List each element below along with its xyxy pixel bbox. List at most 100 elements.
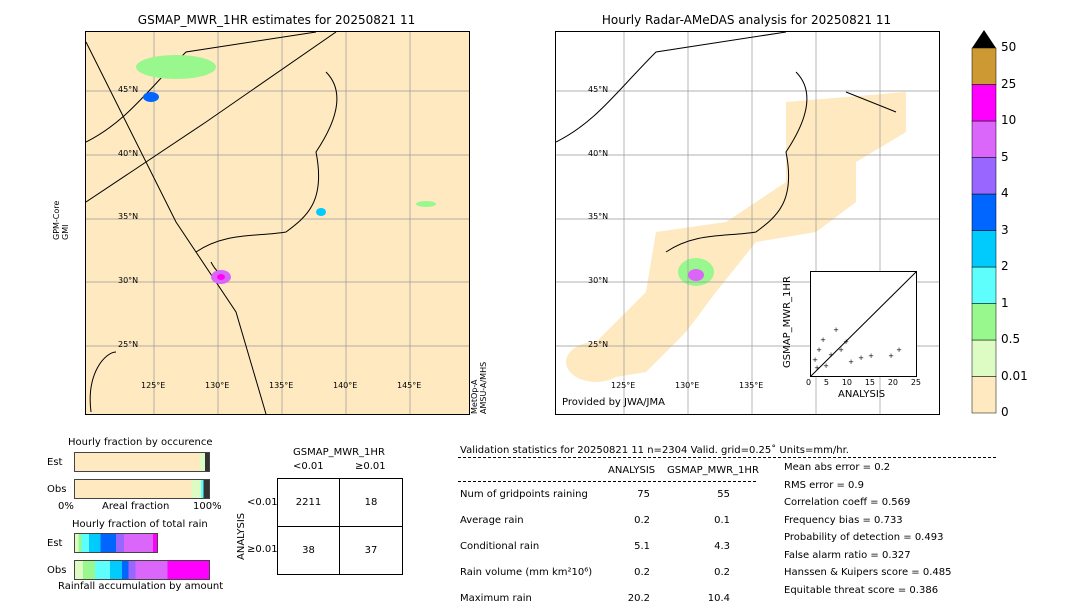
col-gsmap: GSMAP_MWR_1HR — [667, 465, 759, 476]
score-line: Mean abs error = 0.2 — [784, 462, 891, 473]
stat-gsmap: 0.1 — [714, 515, 730, 526]
cell: 37 — [364, 544, 378, 556]
cont-col-2: ≥0.01 — [355, 461, 386, 472]
left-lat-30: 30°N — [118, 276, 139, 285]
svg-text:+: + — [888, 352, 894, 360]
stat-label: Rain volume (mm km²10⁶) — [460, 567, 593, 578]
sensor-line: AMSU-A/MHS — [479, 361, 488, 414]
right-lat-35: 35°N — [588, 212, 609, 221]
tick: 15 — [864, 378, 875, 387]
left-lat-45: 45°N — [118, 85, 139, 94]
svg-text:+: + — [812, 356, 818, 364]
colorbar-extend-arrow — [972, 30, 996, 48]
stat-gsmap: 10.4 — [707, 593, 730, 604]
scatter-points: ++++++ + + +++ +++ — [810, 271, 917, 377]
data-credit: Provided by JWA/JMA — [562, 397, 665, 408]
colorbar-label: 25 — [1001, 76, 1017, 91]
right-lat-40: 40°N — [588, 149, 609, 158]
right-lon-135: 135°E — [739, 381, 764, 390]
tick: 5 — [823, 378, 829, 387]
colorbar-swatch — [971, 120, 997, 158]
inset-x-ticks: 0 5 10 15 20 25 — [806, 378, 921, 387]
svg-text:+: + — [858, 354, 864, 362]
svg-text:+: + — [868, 352, 874, 360]
right-lon-125: 125°E — [611, 381, 636, 390]
occ-est-bar — [74, 452, 210, 472]
colorbar-swatch — [971, 339, 997, 377]
right-map-title: Hourly Radar-AMeDAS analysis for 2025082… — [601, 13, 892, 27]
left-map — [85, 31, 470, 415]
score-line: RMS error = 0.9 — [784, 479, 864, 491]
svg-text:+: + — [838, 346, 844, 354]
svg-text:+: + — [814, 364, 820, 372]
tr-obs-bar — [74, 560, 210, 580]
tick: 25 — [910, 378, 921, 387]
occ-x-right: 100% — [193, 501, 222, 512]
divider — [458, 457, 996, 458]
colorbar-label: 3 — [1001, 222, 1009, 237]
stat-label: Average rain — [460, 515, 524, 526]
right-lat-25: 25°N — [588, 340, 609, 349]
inset-ylabel: GSMAP_MWR_1HR — [782, 276, 793, 368]
colorbar-label: 50 — [1001, 40, 1017, 54]
left-sensor-label: GPM-Core GMI — [52, 201, 70, 240]
colorbar-swatch — [971, 157, 997, 195]
right-sensor-label: MetOp-A AMSU-A/MHS — [470, 362, 488, 414]
stat-gsmap: 55 — [717, 489, 730, 500]
stat-gsmap: 4.3 — [714, 541, 730, 552]
left-lon-140: 140°E — [333, 381, 358, 390]
cont-row-1: <0.01 — [247, 497, 278, 508]
occurrence-title: Hourly fraction by occurence — [68, 437, 213, 448]
colorbar-swatch — [971, 47, 997, 85]
inset-scatter: + + + + + + + + + + + + + + — [810, 271, 917, 377]
stat-label: Conditional rain — [460, 541, 540, 552]
cell: 38 — [278, 526, 340, 574]
cont-row-2: ≥0.01 — [247, 544, 278, 555]
left-lat-40: 40°N — [118, 149, 139, 158]
tick: 10 — [841, 378, 852, 387]
colorbar-label: 0 — [1001, 405, 1009, 419]
score-line: Probability of detection = 0.493 — [784, 532, 944, 543]
right-lon-130: 130°E — [675, 381, 700, 390]
occ-x-label: Areal fraction — [102, 501, 170, 512]
right-map-features — [556, 32, 939, 414]
total-rain-title: Hourly fraction of total rain — [72, 519, 208, 530]
colorbar-label: 2 — [1001, 259, 1009, 273]
colorbar-swatch — [971, 193, 997, 231]
left-map-title: GSMAP_MWR_1HR estimates for 20250821 11 — [137, 13, 416, 27]
cell: 2211 — [278, 479, 340, 527]
left-lat-35: 35°N — [118, 212, 139, 221]
left-map-features — [86, 32, 469, 414]
stat-analysis: 75 — [637, 489, 650, 500]
cont-row-title: ANALYSIS — [236, 512, 247, 560]
colorbar-swatches — [971, 30, 997, 414]
right-lat-30: 30°N — [588, 276, 609, 285]
svg-text:+: + — [848, 358, 854, 366]
tr-est-label: Est — [47, 538, 63, 549]
score-line: Correlation coeff = 0.569 — [784, 497, 911, 508]
tr-xlabel: Rainfall accumulation by amount — [58, 581, 224, 592]
stat-gsmap: 0.2 — [714, 567, 730, 578]
occ-est-label: Est — [47, 457, 63, 468]
colorbar-label: 1 — [1001, 295, 1009, 310]
tick: 20 — [887, 378, 898, 387]
stat-label: Num of gridpoints raining — [460, 489, 588, 500]
stat-analysis: 5.1 — [634, 541, 650, 552]
svg-text:+: + — [823, 362, 829, 370]
colorbar-swatch — [971, 230, 997, 268]
score-line: Frequency bias = 0.733 — [784, 514, 903, 526]
tr-obs-label: Obs — [47, 565, 67, 576]
svg-text:+: + — [828, 351, 834, 359]
col-analysis: ANALYSIS — [608, 465, 656, 476]
svg-text:+: + — [816, 346, 822, 354]
occ-x-left: 0% — [58, 501, 74, 512]
sensor-line: GMI — [61, 224, 70, 240]
contingency-table: 2211 18 38 37 — [277, 478, 403, 575]
inset-xlabel: ANALYSIS — [838, 389, 886, 400]
tr-est-bar — [74, 533, 158, 553]
svg-text:+: + — [843, 338, 849, 346]
stat-analysis: 0.2 — [634, 567, 650, 578]
colorbar-label: 10 — [1001, 113, 1017, 127]
occ-obs-label: Obs — [47, 484, 67, 495]
left-lon-125: 125°E — [141, 381, 166, 390]
